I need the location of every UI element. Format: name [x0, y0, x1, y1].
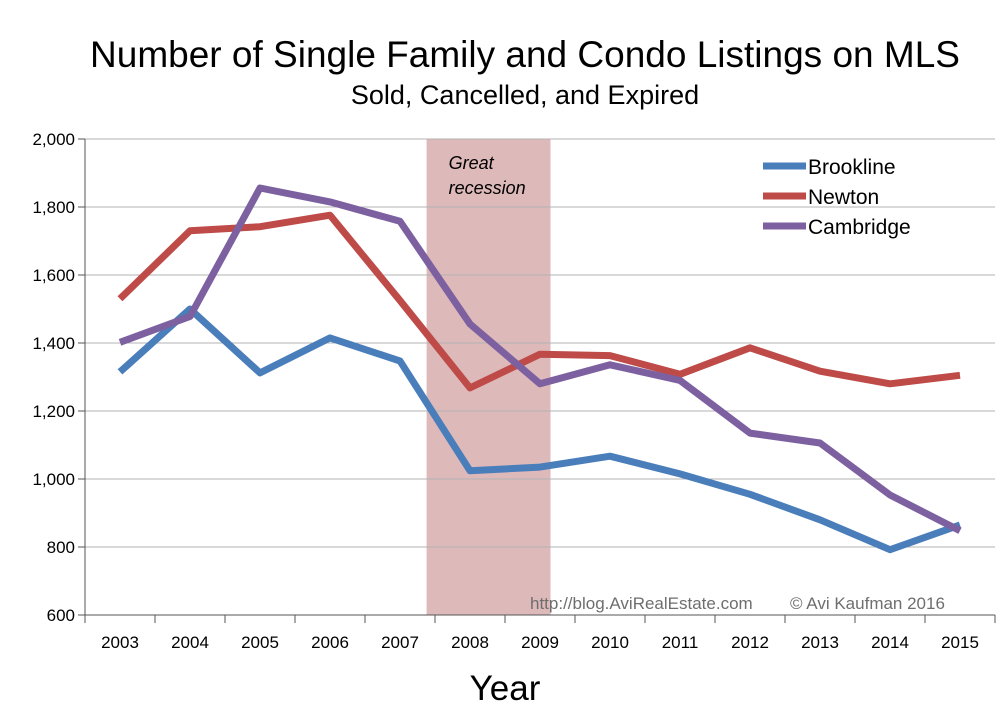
source-credit: http://blog.AviRealEstate.com — [530, 594, 753, 613]
x-tick-label: 2007 — [381, 633, 419, 652]
x-tick-label: 2005 — [241, 633, 279, 652]
y-tick-label: 1,200 — [32, 402, 75, 421]
x-tick-label: 2006 — [311, 633, 349, 652]
chart-subtitle: Sold, Cancelled, and Expired — [351, 80, 699, 110]
y-tick-label: 600 — [47, 606, 75, 625]
copyright-credit: © Avi Kaufman 2016 — [790, 594, 945, 613]
chart-title: Number of Single Family and Condo Listin… — [90, 34, 960, 75]
legend: Brookline Newton Cambridge — [763, 156, 911, 239]
series-line-brookline — [117, 305, 962, 554]
y-tick-label: 1,400 — [32, 334, 75, 353]
legend-label-brookline: Brookline — [808, 156, 896, 179]
x-axis-label: Year — [470, 669, 541, 708]
y-tick-label: 2,000 — [32, 130, 75, 149]
y-tick-label: 1,600 — [32, 266, 75, 285]
series-lines — [117, 184, 962, 554]
legend-label-cambridge: Cambridge — [808, 216, 911, 239]
y-tick-label: 1,800 — [32, 198, 75, 217]
x-tick-label: 2008 — [451, 633, 489, 652]
y-axis: 600 800 1,000 1,200 1,400 1,600 1,800 2,000 — [32, 130, 86, 625]
series-line-newton — [117, 211, 961, 392]
legend-label-newton: Newton — [808, 186, 879, 209]
x-tick-label: 2012 — [731, 633, 769, 652]
recession-label-line2: recession — [449, 178, 526, 198]
series-line-cambridge — [118, 184, 962, 534]
y-tick-label: 800 — [47, 538, 75, 557]
y-tick-label: 1,000 — [32, 470, 75, 489]
x-tick-label: 2011 — [662, 633, 699, 652]
x-axis: 2003 2004 2005 2006 2007 2008 2009 2010 2011 2012… — [84, 614, 996, 652]
x-tick-label: 2015 — [941, 633, 979, 652]
x-tick-label: 2009 — [521, 633, 559, 652]
x-tick-label: 2014 — [871, 633, 909, 652]
x-tick-label: 2013 — [801, 633, 839, 652]
x-tick-label: 2010 — [591, 633, 629, 652]
x-tick-label: 2003 — [101, 633, 139, 652]
gridlines — [85, 138, 995, 548]
recession-label-line1: Great — [449, 153, 495, 173]
x-tick-label: 2004 — [171, 633, 209, 652]
